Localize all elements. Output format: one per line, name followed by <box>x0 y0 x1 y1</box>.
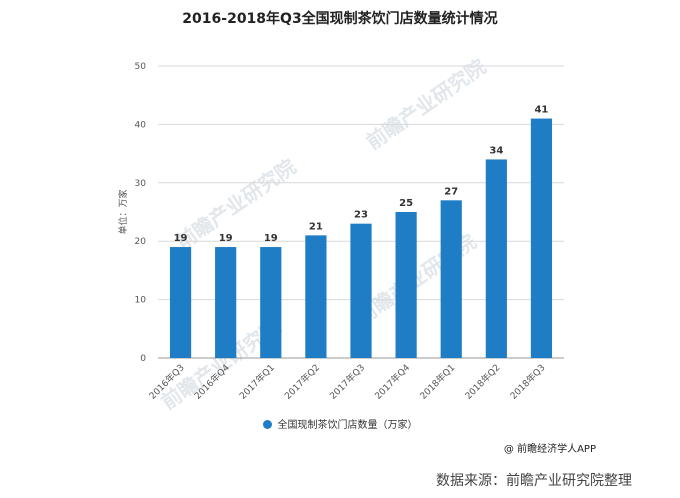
bar-series: 19 19 19 21 23 25 27 34 41 <box>169 105 553 358</box>
y-axis-ticks: 0 10 20 30 40 50 <box>135 62 147 364</box>
y-tick-label: 30 <box>135 179 147 189</box>
bar <box>260 247 282 358</box>
watermark-text: 前瞻产业研究院 <box>362 54 490 154</box>
bar <box>440 200 462 358</box>
bar <box>215 247 237 358</box>
watermark-layer: 前瞻产业研究院前瞻产业研究院前瞻产业研究院前瞻产业研究院 <box>157 54 490 414</box>
bar-value-label: 21 <box>309 221 323 232</box>
bar <box>169 247 192 358</box>
y-tick-label: 0 <box>140 354 146 364</box>
x-tick-label: 2018年Q3 <box>507 362 547 402</box>
bar-value-label: 23 <box>354 210 368 221</box>
x-tick-label: 2018年Q2 <box>462 362 502 402</box>
watermark-text: 前瞻产业研究院 <box>172 154 300 254</box>
y-tick-label: 40 <box>135 120 147 130</box>
bar <box>485 159 507 358</box>
bar <box>530 118 553 358</box>
bar <box>350 223 372 358</box>
x-tick-label: 2017年Q3 <box>327 362 367 402</box>
x-tick-label: 2017年Q4 <box>372 361 412 401</box>
y-axis-label: 单位：万家 <box>117 189 129 234</box>
x-tick-label: 2017年Q2 <box>282 362 322 402</box>
chart-title: 2016-2018年Q3全国现制茶饮门店数量统计情况 <box>182 11 498 27</box>
bar-value-label: 19 <box>174 233 188 244</box>
legend-swatch <box>262 420 272 429</box>
x-tick-label: 2018年Q1 <box>417 362 457 402</box>
y-tick-label: 20 <box>135 237 147 247</box>
bar <box>305 235 327 358</box>
bar-value-label: 27 <box>444 186 458 197</box>
bar <box>395 212 417 358</box>
x-tick-label: 2017年Q1 <box>237 362 277 402</box>
y-tick-label: 10 <box>135 296 147 306</box>
legend-label: 全国现制茶饮门店数量（万家） <box>277 420 418 431</box>
bar-value-label: 34 <box>489 145 503 156</box>
y-tick-label: 50 <box>135 62 147 72</box>
bar-value-label: 25 <box>399 198 413 209</box>
legend: 全国现制茶饮门店数量（万家） <box>0 416 680 431</box>
bar-value-label: 19 <box>219 233 233 244</box>
bar-value-label: 19 <box>264 233 278 244</box>
source-text: 数据来源：前瞻产业研究院整理 <box>436 473 632 489</box>
credit-text: @ 前瞻经济学人APP <box>503 444 596 455</box>
bar-value-label: 41 <box>534 105 548 116</box>
